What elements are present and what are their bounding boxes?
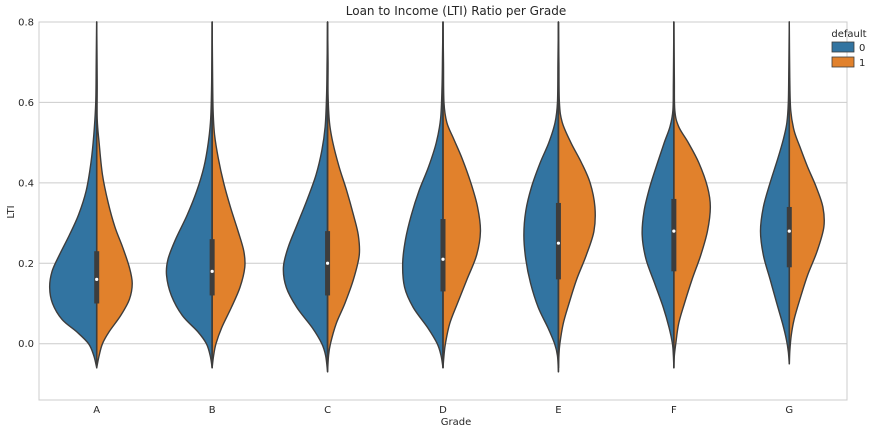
violin-half-0-A	[48, 21, 98, 369]
x-tick-label: F	[671, 405, 677, 416]
chart-title: Loan to Income (LTI) Ratio per Grade	[346, 4, 566, 18]
violin-half-0-B	[165, 21, 213, 369]
violin-half-1-E	[557, 21, 596, 373]
iqr-box	[209, 239, 215, 296]
iqr-box	[440, 219, 446, 292]
iqr-box	[94, 251, 100, 304]
median-dot	[441, 257, 445, 261]
violin-half-0-E	[523, 21, 560, 373]
legend-swatch-0	[831, 41, 855, 53]
x-axis: A B C D E F G	[93, 405, 793, 416]
y-axis-label: LTI	[6, 205, 17, 218]
x-tick-label: E	[555, 405, 561, 416]
median-dot	[787, 229, 791, 233]
median-dot	[672, 229, 676, 233]
median-dot	[325, 261, 330, 265]
x-tick-label: D	[439, 405, 447, 416]
y-tick-label: 0.4	[18, 178, 34, 189]
violin-half-1-F	[673, 21, 712, 369]
median-dot	[210, 269, 214, 273]
iqr-box	[671, 198, 677, 272]
violin-half-0-F	[641, 21, 675, 369]
violin-half-0-D	[401, 21, 444, 369]
legend-swatch-1	[831, 56, 855, 68]
violin-half-1-B	[211, 21, 246, 369]
violin-half-1-A	[96, 21, 133, 369]
x-tick-label: C	[324, 405, 331, 416]
violin-half-1-C	[326, 21, 361, 373]
box-plots	[94, 22, 792, 368]
median-dot	[556, 241, 561, 245]
violin-half-1-D	[442, 21, 482, 369]
x-tick-label: B	[209, 405, 216, 416]
legend: default 0 1	[831, 29, 866, 69]
legend-label-0: 0	[859, 43, 865, 54]
violins	[48, 21, 826, 373]
y-tick-label: 0.0	[18, 339, 34, 350]
x-tick-label: A	[93, 405, 100, 416]
y-tick-label: 0.6	[18, 98, 34, 109]
violin-half-1-G	[788, 21, 826, 365]
iqr-box	[786, 206, 792, 268]
x-axis-label: Grade	[441, 417, 472, 428]
x-tick-label: G	[785, 405, 793, 416]
iqr-box	[555, 202, 561, 280]
violin-half-0-C	[282, 21, 329, 373]
y-axis: 0.0 0.2 0.4 0.6 0.8	[18, 18, 34, 351]
violin-half-0-G	[759, 21, 790, 365]
legend-label-1: 1	[859, 58, 865, 69]
legend-title: default	[831, 29, 866, 40]
y-tick-label: 0.2	[18, 259, 34, 270]
y-tick-label: 0.8	[18, 18, 34, 29]
median-dot	[95, 277, 99, 281]
